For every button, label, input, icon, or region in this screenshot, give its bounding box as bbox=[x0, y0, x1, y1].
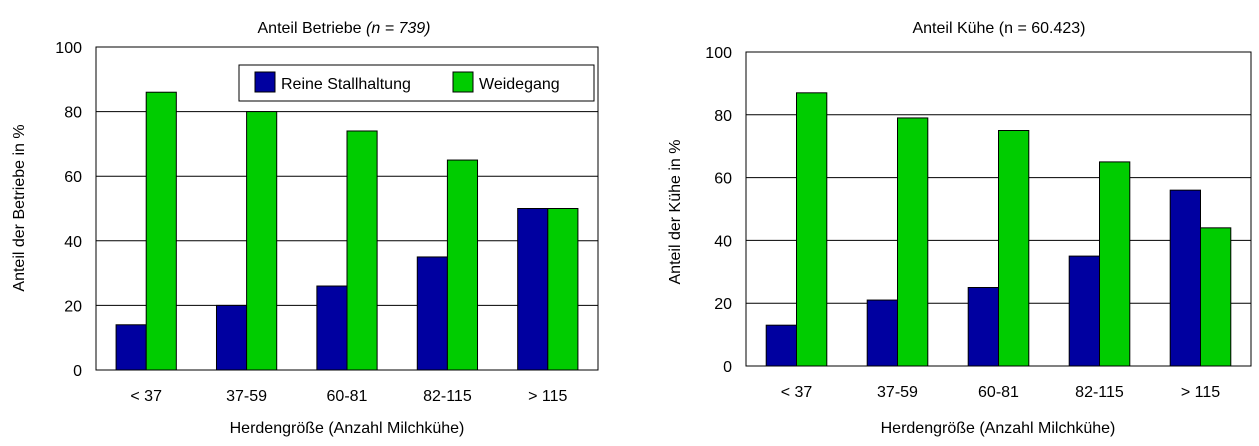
bar-weidegang-4 bbox=[547, 208, 579, 371]
x-tick-label: > 115 bbox=[1181, 384, 1220, 401]
bar-weidegang-0 bbox=[796, 92, 828, 367]
y-tick-label: 0 bbox=[723, 359, 732, 376]
y-tick-label: 0 bbox=[73, 363, 82, 380]
chart-2: Anteil Kühe (n = 60.423) Anteil der Kühe… bbox=[667, 20, 1252, 437]
x-tick-label: 37-59 bbox=[226, 388, 267, 405]
bar-weidegang-0 bbox=[145, 91, 177, 371]
bar-weidegang-2 bbox=[998, 130, 1030, 367]
bar-stallhaltung-4 bbox=[517, 208, 549, 371]
legend-frame bbox=[238, 64, 595, 102]
x-tick-label: 60-81 bbox=[327, 388, 368, 405]
bar-weidegang-4 bbox=[1200, 227, 1232, 367]
chart-1-y-axis-label: Anteil der Betriebe in % bbox=[11, 124, 28, 291]
bar-stallhaltung-1 bbox=[866, 299, 899, 367]
chart-1: Anteil Betriebe (n = 739) Anteil der Bet… bbox=[11, 20, 599, 437]
y-tick-label: 20 bbox=[714, 296, 732, 313]
x-tick-label: 60-81 bbox=[978, 384, 1019, 401]
bar-stallhaltung-1 bbox=[215, 304, 248, 371]
bar-weidegang-3 bbox=[1099, 161, 1131, 367]
bar-stallhaltung-2 bbox=[967, 287, 1000, 367]
x-tick-label: < 37 bbox=[130, 388, 162, 405]
x-tick-label: > 115 bbox=[528, 388, 567, 405]
bar-stallhaltung-0 bbox=[115, 324, 147, 371]
bar-weidegang-1 bbox=[246, 111, 278, 371]
chart-2-plot-area: 0 20 40 60 80 100 < 37 37-59 60-81 82-115 > 115 bbox=[705, 45, 1252, 401]
chart-1-title: Anteil Betriebe (n = 739) bbox=[258, 20, 431, 37]
legend-label-stallhaltung: Reine Stallhaltung bbox=[281, 76, 411, 93]
bar-stallhaltung-3 bbox=[416, 256, 448, 371]
y-tick-label: 40 bbox=[714, 233, 732, 250]
x-tick-label: 82-115 bbox=[423, 388, 472, 405]
chart-2-x-axis-label: Herdengröße (Anzahl Milchkühe) bbox=[881, 420, 1116, 437]
legend-swatch-weidegang bbox=[452, 71, 474, 93]
chart-2-y-axis-label: Anteil der Kühe in % bbox=[667, 140, 684, 285]
y-tick-label: 100 bbox=[55, 40, 82, 57]
bar-weidegang-3 bbox=[446, 159, 479, 371]
y-tick-label: 20 bbox=[64, 298, 82, 315]
bar-stallhaltung-2 bbox=[316, 285, 348, 371]
bar-weidegang-1 bbox=[897, 117, 929, 367]
y-tick-label: 60 bbox=[64, 169, 82, 186]
chart-1-legend: Reine Stallhaltung Weidegang bbox=[238, 64, 595, 102]
y-tick-label: 60 bbox=[714, 171, 732, 188]
y-tick-label: 80 bbox=[64, 105, 82, 122]
x-tick-label: 82-115 bbox=[1075, 384, 1124, 401]
y-tick-label: 100 bbox=[705, 45, 732, 62]
y-tick-label: 80 bbox=[714, 108, 732, 125]
legend-label-weidegang: Weidegang bbox=[479, 76, 560, 93]
bar-weidegang-2 bbox=[346, 130, 378, 371]
bar-stallhaltung-3 bbox=[1068, 255, 1100, 367]
bar-stallhaltung-0 bbox=[765, 324, 798, 367]
chart-1-x-axis-label: Herdengröße (Anzahl Milchkühe) bbox=[230, 420, 465, 437]
chart-2-title: Anteil Kühe (n = 60.423) bbox=[912, 20, 1085, 37]
chart-1-plot-area: 0 20 40 60 80 100 < 37 37-59 60-81 82-115 > 115 bbox=[55, 40, 599, 405]
x-tick-label: 37-59 bbox=[877, 384, 918, 401]
legend-swatch-stallhaltung bbox=[254, 71, 276, 93]
bar-stallhaltung-4 bbox=[1169, 189, 1201, 367]
y-tick-label: 40 bbox=[64, 234, 82, 251]
x-tick-label: < 37 bbox=[781, 384, 813, 401]
